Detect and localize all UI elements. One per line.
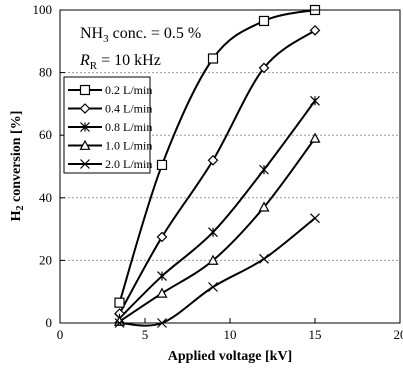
data-point-square — [156, 159, 168, 171]
x-tick-label: 20 — [394, 327, 403, 342]
data-point-asterisk — [259, 164, 269, 175]
data-point-square — [114, 297, 125, 308]
legend-box — [63, 76, 151, 174]
legend: 0.2 L/min 0.4 L/min 0.8 L/min 1.0 L/min 2.0 … — [63, 76, 152, 174]
x-tick-label: 10 — [224, 327, 237, 342]
data-point-triangle — [258, 201, 270, 212]
series-line-2-0-l-min — [119, 217, 316, 327]
x-tick-label: 5 — [142, 327, 149, 342]
data-point-cross — [208, 282, 218, 292]
legend-label: 0.4 L/min — [105, 102, 152, 116]
y-tick-label: 0 — [46, 315, 53, 330]
data-point-diamond — [258, 62, 270, 74]
data-point-cross — [310, 213, 320, 224]
legend-label: 2.0 L/min — [105, 157, 152, 171]
legend-marker-asterisk — [80, 122, 90, 132]
x-tick-label: 15 — [309, 327, 322, 342]
annotation-nh3-concentration: NH3 conc. = 0.5 % — [80, 25, 201, 45]
y-axis-title: H2 conversion [%] — [9, 111, 26, 222]
legend-marker-triangle — [79, 139, 91, 150]
y-tick-label: 20 — [39, 252, 52, 267]
legend-marker-cross — [80, 159, 90, 169]
data-point-triangle — [156, 287, 168, 298]
data-point-asterisk — [208, 227, 218, 238]
data-point-cross — [259, 253, 269, 264]
legend-marker-square — [79, 84, 91, 96]
axis-ticks: 0 5 10 15 20 0 20 40 60 80 100 — [33, 2, 403, 342]
data-point-square — [207, 53, 219, 64]
data-point-triangle — [207, 254, 219, 265]
data-point-asterisk — [157, 271, 167, 281]
legend-marker-diamond — [79, 103, 91, 114]
x-axis-title: Applied voltage [kV] — [168, 349, 292, 364]
data-point-diamond — [207, 154, 219, 166]
legend-label: 0.2 L/min — [105, 83, 152, 97]
annotation-repetition-rate: RR = 10 kHz — [79, 52, 161, 72]
y-tick-label: 80 — [39, 65, 52, 80]
data-point-triangle — [309, 132, 321, 143]
y-tick-label: 100 — [33, 2, 53, 17]
y-tick-label: 60 — [39, 127, 52, 142]
data-point-diamond — [309, 24, 321, 36]
series-line-1-0-l-min — [118, 137, 316, 323]
legend-label: 0.8 L/min — [105, 120, 152, 134]
data-point-square — [258, 15, 270, 27]
y-tick-label: 40 — [39, 190, 52, 205]
data-markers — [113, 4, 321, 328]
legend-label: 1.0 L/min — [105, 139, 152, 153]
series-line-0-2-l-min — [118, 9, 316, 303]
data-point-diamond — [156, 231, 168, 243]
data-point-asterisk — [310, 95, 320, 106]
x-tick-label: 0 — [57, 327, 64, 342]
